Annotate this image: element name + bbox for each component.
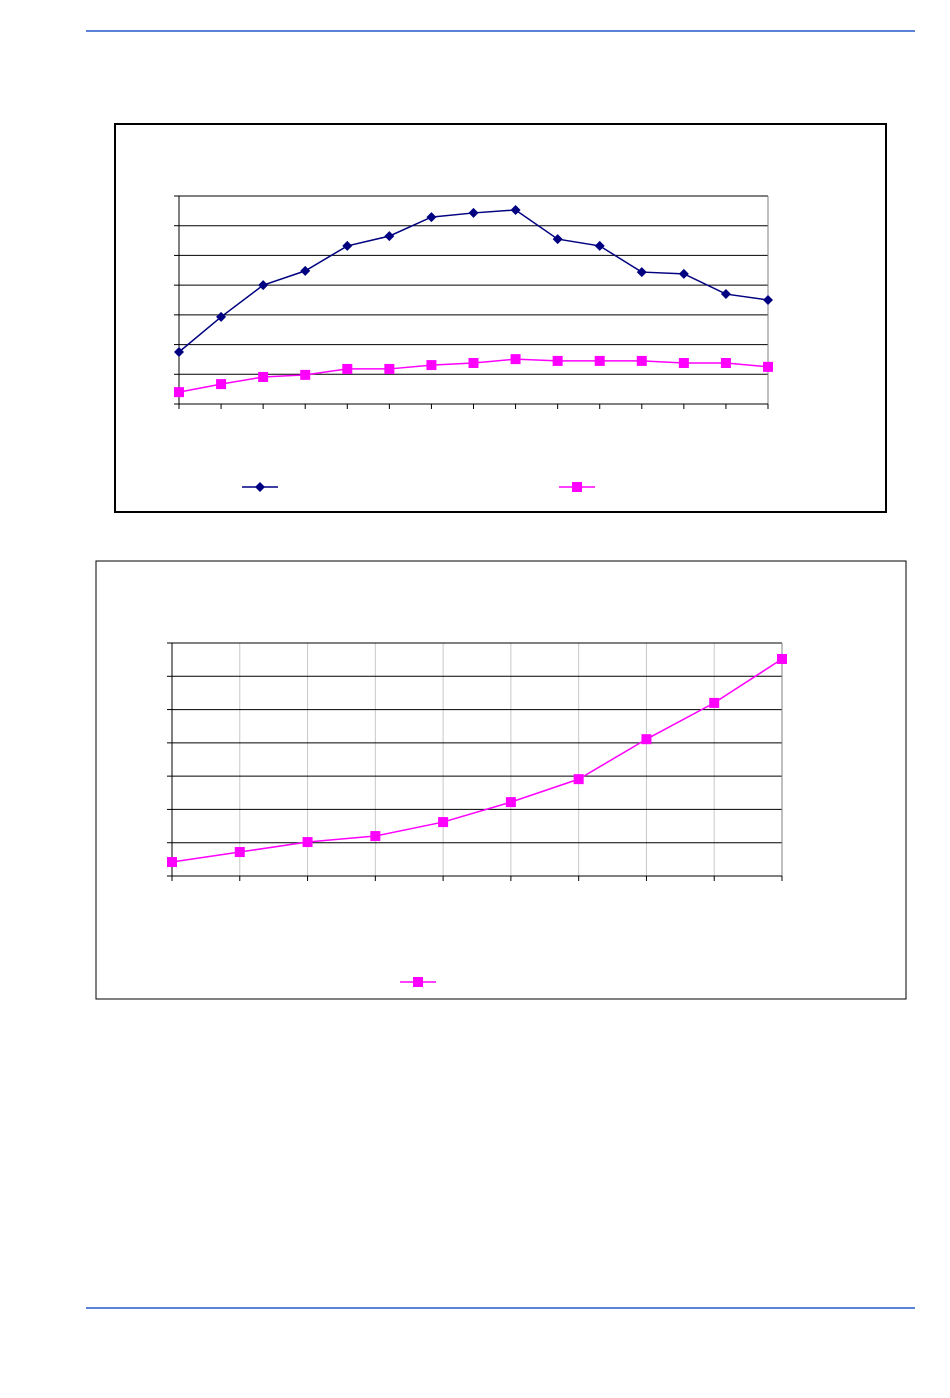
marker	[426, 360, 437, 371]
marker	[636, 267, 647, 278]
marker	[552, 234, 563, 245]
marker	[720, 357, 731, 368]
marker	[370, 831, 381, 842]
marker	[167, 857, 177, 868]
marker	[468, 357, 479, 368]
marker	[777, 653, 787, 664]
marker	[763, 295, 773, 305]
marker	[573, 774, 584, 785]
marker	[384, 231, 395, 242]
marker	[300, 369, 311, 380]
legend-marker	[255, 482, 265, 492]
marker	[678, 268, 689, 279]
marker	[594, 355, 605, 366]
marker	[594, 240, 605, 251]
marker	[384, 363, 395, 374]
marker	[720, 289, 731, 300]
chart-frame	[114, 123, 887, 513]
legend-marker	[413, 977, 423, 987]
marker	[426, 212, 437, 223]
marker	[709, 697, 720, 708]
marker	[174, 387, 184, 398]
marker	[510, 204, 521, 215]
marker	[763, 361, 773, 372]
marker	[342, 240, 353, 251]
marker	[552, 355, 563, 366]
marker	[216, 379, 227, 390]
marker	[505, 797, 516, 808]
marker	[510, 354, 521, 365]
marker	[216, 311, 227, 322]
legend-marker	[572, 482, 582, 492]
marker	[302, 837, 313, 848]
marker	[258, 280, 269, 291]
marker	[678, 357, 689, 368]
marker	[258, 371, 269, 382]
marker	[234, 847, 245, 858]
marker	[174, 347, 184, 357]
marker	[438, 817, 449, 828]
marker	[641, 734, 652, 745]
marker	[300, 265, 311, 276]
marker	[342, 363, 353, 374]
marker	[468, 207, 479, 218]
series-line	[171, 658, 783, 863]
chart-frame	[95, 560, 907, 1000]
marker	[636, 355, 647, 366]
